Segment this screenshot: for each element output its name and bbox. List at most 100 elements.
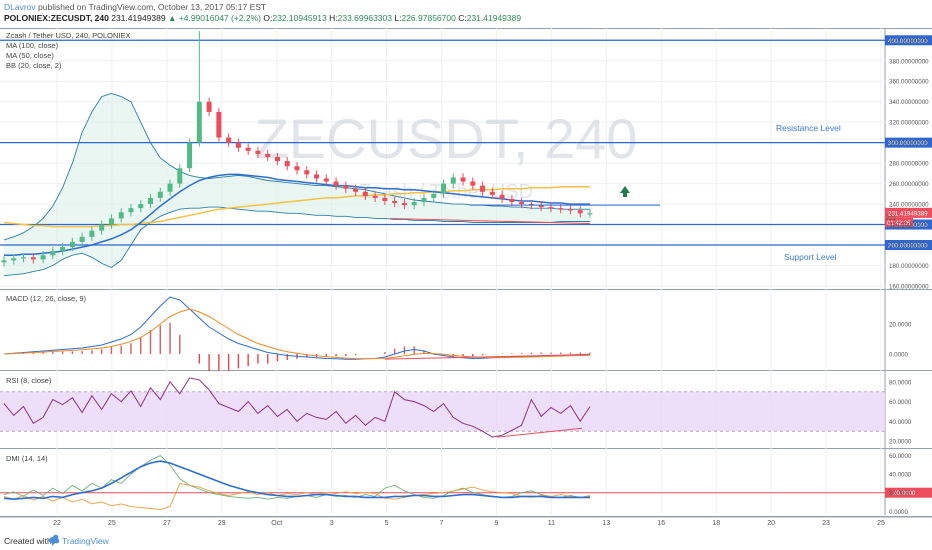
candle-body: [30, 257, 36, 260]
author-link[interactable]: DLavrov: [4, 2, 36, 12]
dmi-axis-label: 0.0000: [889, 509, 908, 516]
legend-symbol-title: Zcash / Tether USD, 240, POLONIEX: [6, 31, 131, 40]
candle-body: [567, 209, 573, 211]
chart-header: DLavrov published on TradingView.com, Oc…: [0, 0, 932, 26]
candle-body: [431, 193, 437, 198]
price-axis-label: 360.00000000: [889, 79, 929, 86]
footer: Created with TradingView: [0, 532, 932, 550]
candle-body: [450, 177, 456, 184]
rsi-line: [3, 377, 591, 438]
candle-body: [206, 101, 212, 112]
candle-body: [489, 191, 495, 195]
candle-body: [196, 101, 202, 143]
candle-body: [148, 197, 153, 205]
candle-body: [519, 202, 525, 205]
last-price-text: 231.41949389: [888, 210, 928, 217]
dmi-pane-title[interactable]: DMI (14, 14): [6, 454, 48, 463]
candle-body: [89, 230, 95, 237]
price-axis-label: 200.00000000: [889, 243, 929, 250]
chart-area[interactable]: ZECUSDT, 240 Zcash / Tether USD 400.0000…: [0, 0, 932, 532]
time-axis-label: 9: [495, 520, 499, 527]
price-axis-label: 340.00000000: [889, 99, 929, 106]
candle-body: [470, 181, 476, 186]
candle-body: [362, 191, 368, 196]
candle-body: [411, 202, 417, 206]
time-axis-label: 7: [440, 520, 444, 527]
main-legend: Zcash / Tether USD, 240, POLONIEX MA (10…: [6, 31, 131, 70]
candle-body: [11, 258, 17, 261]
tradingview-logo-icon: [49, 534, 60, 546]
candle-body: [187, 142, 193, 169]
candle-body: [226, 137, 232, 143]
time-axis-label: 29: [218, 520, 226, 527]
ticker-symbol: POLONIEX:ZECUSDT, 240: [4, 13, 109, 23]
time-axis-label: 25: [877, 520, 885, 527]
time-axis-label: 13: [602, 520, 610, 527]
bollinger-band-fill: [4, 93, 590, 276]
candle-body: [480, 185, 486, 192]
time-axis-label: Oct: [271, 520, 282, 527]
low-label: L:: [394, 13, 402, 23]
arrow-up-icon: [620, 186, 630, 197]
candle-body: [235, 142, 241, 148]
price-axis-label: 180.00000000: [889, 263, 929, 270]
time-axis-label: 16: [657, 520, 665, 527]
candle-body: [587, 213, 593, 215]
macd-divergence-line: [384, 354, 591, 360]
level-badge-label: 200.00000000: [888, 243, 928, 250]
candle-body: [421, 197, 427, 203]
countdown-badge: [885, 217, 913, 227]
rsi-axis-label: 20.0000: [889, 439, 912, 446]
resistance-label: Resistance Level: [776, 123, 841, 133]
price-axis-label: 300.00000000: [889, 140, 929, 147]
time-axis-label: 22: [53, 520, 61, 527]
legend-bb[interactable]: BB (20, close, 2): [6, 61, 62, 70]
macd-pane-title[interactable]: MACD (12, 26, close, 9): [6, 294, 87, 303]
minus-di-line: [3, 482, 591, 510]
channel-bottom-line: [389, 217, 591, 224]
countdown-text: 01:42:26: [887, 221, 911, 227]
candle-body: [216, 111, 222, 138]
adx-line: [3, 460, 590, 501]
price-axis-label: 400.00000000: [889, 38, 929, 45]
publish-text: published on TradingView.com, October 13…: [38, 2, 267, 12]
candle-body: [99, 224, 105, 231]
rsi-axis-label: 60.0000: [889, 399, 912, 406]
rsi-pane-title[interactable]: RSI (8, close): [6, 376, 52, 385]
price-axis-label: 380.00000000: [889, 58, 929, 65]
level-badge-label: 400.00000000: [888, 38, 928, 45]
legend-ma50[interactable]: MA (50, close): [6, 51, 54, 60]
bollinger-upper-line: [3, 93, 590, 241]
candle-body: [21, 257, 27, 259]
candle-body: [118, 212, 124, 219]
candle-body: [40, 255, 46, 260]
high-label: H:: [329, 13, 338, 23]
candle-body: [108, 218, 114, 225]
candle-body: [333, 181, 339, 186]
level-badge: [885, 240, 932, 251]
rsi-band: [0, 391, 885, 432]
candle-body: [50, 251, 56, 256]
candle-body: [128, 208, 134, 213]
price-change: +4.99016047 (+2.2%): [178, 13, 262, 23]
signal-line: [3, 308, 591, 360]
price-axis-label: 280.00000000: [889, 161, 929, 168]
tradingview-brand[interactable]: TradingView: [62, 536, 109, 546]
legend-ma100[interactable]: MA (100, close): [6, 41, 59, 50]
partial-axis-label: 221: [886, 216, 897, 222]
publish-info: DLavrov published on TradingView.com, Oc…: [4, 2, 266, 12]
candle-body: [60, 247, 66, 252]
candle-body: [69, 241, 75, 248]
dmi-level-text: 20.0000: [893, 490, 916, 497]
ohlc-line: POLONIEX:ZECUSDT, 240 231.41949389 ▲ +4.…: [4, 13, 521, 23]
macd-axis-label: 0.0000: [889, 352, 908, 359]
rsi-divergence-line: [496, 427, 583, 438]
candle-body: [372, 195, 378, 198]
rsi-axis-label: 40.0000: [889, 419, 912, 426]
dmi-level-badge: [885, 487, 932, 498]
candle-body: [509, 198, 515, 203]
candle-body: [294, 166, 300, 171]
price-axis-label: 320.00000000: [889, 120, 929, 127]
candle-body: [255, 150, 261, 154]
close-label: C:: [458, 13, 467, 23]
